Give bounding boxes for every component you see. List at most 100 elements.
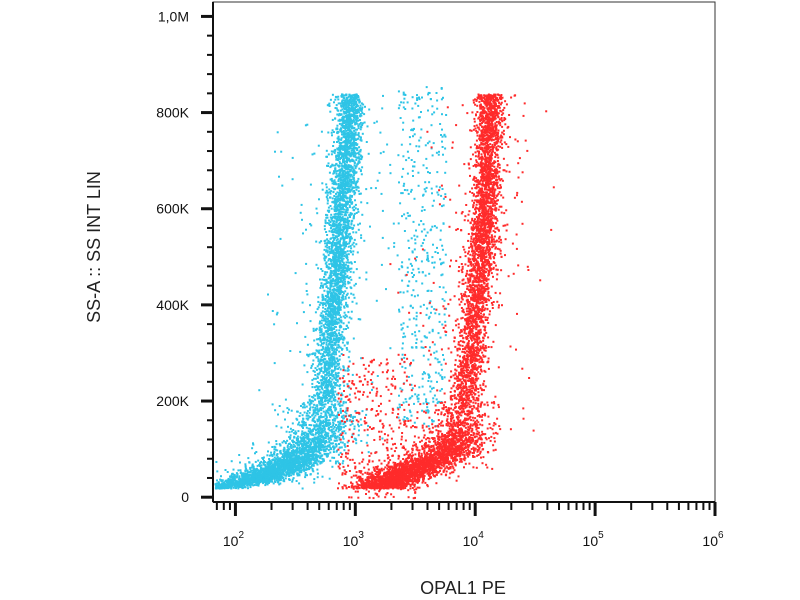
data-point <box>251 463 254 466</box>
data-point <box>252 484 255 487</box>
data-point <box>325 261 328 264</box>
data-point <box>350 130 353 133</box>
data-point <box>319 337 322 340</box>
data-point <box>335 96 338 99</box>
data-point <box>298 421 301 424</box>
data-point <box>306 418 309 421</box>
data-point <box>322 424 325 427</box>
data-point <box>332 385 335 388</box>
data-point <box>295 448 298 451</box>
data-point <box>344 172 347 175</box>
data-point <box>299 211 302 214</box>
data-point <box>335 202 338 205</box>
data-point <box>249 466 252 469</box>
data-point <box>351 102 353 105</box>
data-point <box>284 398 287 401</box>
data-point <box>344 180 347 183</box>
data-point <box>338 276 340 279</box>
data-point <box>268 454 271 457</box>
data-point <box>331 314 334 317</box>
data-point <box>343 311 346 314</box>
data-point <box>346 367 349 370</box>
data-point <box>327 383 330 386</box>
data-point <box>321 475 324 478</box>
data-point <box>323 228 326 231</box>
data-point <box>323 441 326 443</box>
data-point <box>224 484 227 487</box>
data-point <box>298 482 301 485</box>
data-point <box>301 440 304 443</box>
data-point <box>325 317 328 320</box>
data-point <box>312 369 315 372</box>
data-point <box>246 469 248 472</box>
data-point <box>337 371 340 374</box>
data-point <box>342 274 345 277</box>
data-point <box>344 369 347 372</box>
data-point <box>327 361 330 364</box>
data-point <box>308 466 311 469</box>
data-point <box>306 123 309 126</box>
data-point <box>337 300 339 303</box>
data-point <box>340 95 343 98</box>
data-point <box>353 114 356 117</box>
data-point <box>340 248 343 251</box>
data-point <box>333 348 336 351</box>
data-point <box>322 382 325 385</box>
data-point <box>342 426 345 429</box>
data-point <box>290 474 293 477</box>
data-point <box>344 212 347 215</box>
data-point <box>311 446 314 449</box>
data-point <box>349 124 352 127</box>
data-point <box>290 409 293 412</box>
data-point <box>309 438 312 441</box>
data-point <box>309 416 312 418</box>
data-point <box>334 266 337 269</box>
data-point <box>319 462 322 465</box>
data-point <box>336 215 339 218</box>
data-point <box>347 105 350 108</box>
data-point <box>331 331 334 334</box>
data-point <box>343 208 346 211</box>
data-point <box>337 279 340 282</box>
data-point <box>303 447 306 449</box>
data-point <box>340 162 343 165</box>
data-point <box>323 378 326 381</box>
data-point <box>281 460 284 463</box>
data-point <box>324 221 327 224</box>
data-point <box>342 298 345 301</box>
data-point <box>360 234 363 237</box>
data-point <box>312 359 315 362</box>
data-point <box>337 203 340 206</box>
data-point <box>276 460 279 463</box>
data-point <box>326 307 329 310</box>
data-point <box>278 471 281 474</box>
data-point <box>337 258 340 261</box>
data-point <box>348 242 351 245</box>
data-point <box>302 466 305 469</box>
data-point <box>300 433 303 436</box>
data-point <box>327 277 330 280</box>
data-point <box>350 159 353 162</box>
data-point <box>337 130 340 133</box>
data-point <box>309 429 312 432</box>
data-point <box>235 487 237 490</box>
data-point <box>348 120 351 122</box>
data-point <box>358 146 361 149</box>
data-point <box>346 383 349 386</box>
data-point <box>359 148 362 151</box>
data-point <box>325 432 328 435</box>
data-point <box>327 330 330 332</box>
data-point <box>316 380 319 383</box>
data-point <box>320 344 323 347</box>
data-point <box>325 341 328 344</box>
data-point <box>393 245 396 248</box>
data-point <box>262 456 265 459</box>
data-point <box>346 179 349 182</box>
data-point <box>328 325 331 328</box>
data-point <box>333 396 336 399</box>
data-point <box>345 136 348 139</box>
data-point <box>331 465 334 468</box>
data-point <box>322 306 325 309</box>
data-point <box>249 486 252 489</box>
